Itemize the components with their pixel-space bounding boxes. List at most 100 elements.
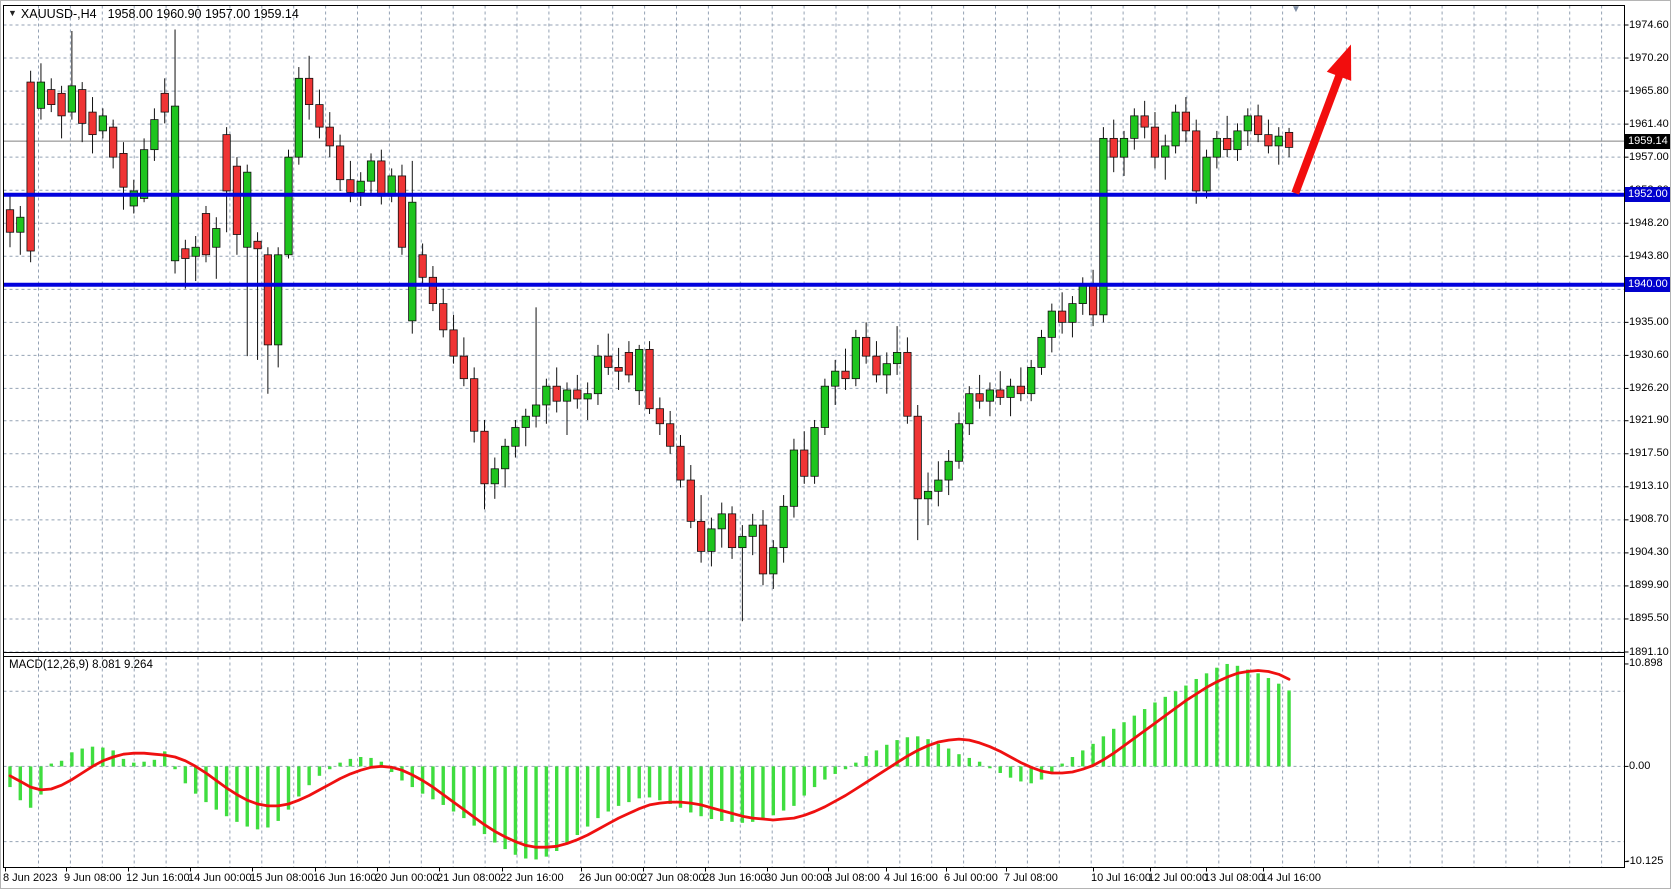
bear-candle[interactable] (1109, 137, 1118, 158)
bear-candle[interactable] (222, 134, 231, 192)
bear-candle[interactable] (872, 355, 881, 376)
bull-candle[interactable] (531, 404, 541, 417)
bull-candle[interactable] (944, 460, 953, 481)
bear-candle[interactable] (975, 393, 984, 402)
bull-candle[interactable] (408, 201, 417, 322)
bear-candle[interactable] (1150, 126, 1160, 158)
bear-candle[interactable] (428, 276, 438, 304)
bull-candle[interactable] (1068, 303, 1077, 323)
bear-candle[interactable] (903, 351, 912, 417)
bull-candle[interactable] (1274, 135, 1283, 147)
bull-candle[interactable] (985, 389, 995, 402)
bear-candle[interactable] (47, 89, 56, 105)
bull-candle[interactable] (284, 156, 293, 256)
bull-candle[interactable] (212, 228, 221, 248)
bull-candle[interactable] (1119, 137, 1129, 158)
bull-candle[interactable] (738, 535, 747, 549)
bull-candle[interactable] (356, 180, 365, 193)
bear-candle[interactable] (78, 89, 87, 124)
bull-candle[interactable] (1212, 137, 1221, 158)
bear-candle[interactable] (232, 165, 242, 235)
bull-candle[interactable] (1047, 310, 1056, 338)
bear-candle[interactable] (5, 209, 15, 233)
bull-candle[interactable] (820, 385, 829, 428)
bear-candle[interactable] (1058, 310, 1067, 323)
bull-candle[interactable] (769, 547, 778, 575)
bear-candle[interactable] (459, 355, 468, 380)
bull-candle[interactable] (501, 445, 510, 470)
bear-candle[interactable] (676, 445, 685, 481)
bear-candle[interactable] (1192, 130, 1201, 192)
bear-candle[interactable] (996, 389, 1005, 398)
bear-candle[interactable] (377, 160, 386, 197)
bear-candle[interactable] (253, 240, 262, 250)
chevron-down-icon[interactable]: ▼ (8, 8, 17, 18)
bear-candle[interactable] (573, 389, 582, 400)
bear-candle[interactable] (1284, 131, 1294, 148)
bull-candle[interactable] (191, 246, 200, 257)
bull-candle[interactable] (593, 355, 603, 395)
bull-candle[interactable] (717, 513, 726, 530)
bull-candle[interactable] (635, 348, 644, 392)
bull-candle[interactable] (36, 81, 46, 109)
bull-candle[interactable] (1027, 367, 1036, 395)
bear-candle[interactable] (1088, 284, 1098, 316)
bear-candle[interactable] (57, 92, 66, 117)
bear-candle[interactable] (160, 92, 169, 113)
bull-candle[interactable] (954, 423, 964, 462)
bull-candle[interactable] (1171, 111, 1180, 147)
bear-candle[interactable] (397, 175, 407, 248)
bull-candle[interactable] (1233, 130, 1242, 151)
bear-candle[interactable] (552, 385, 561, 402)
bear-candle[interactable] (727, 513, 737, 549)
bear-candle[interactable] (201, 213, 211, 256)
bull-candle[interactable] (511, 427, 520, 447)
bull-candle[interactable] (707, 528, 716, 552)
bull-candle[interactable] (1202, 156, 1211, 192)
bull-candle[interactable] (1099, 137, 1108, 316)
bull-candle[interactable] (243, 171, 252, 248)
bear-candle[interactable] (645, 348, 654, 410)
bull-candle[interactable] (1006, 385, 1015, 398)
bear-candle[interactable] (480, 430, 489, 485)
bull-candle[interactable] (1130, 115, 1139, 139)
bear-candle[interactable] (335, 145, 345, 181)
bull-candle[interactable] (542, 385, 551, 406)
bull-candle[interactable] (923, 490, 933, 500)
bull-candle[interactable] (521, 415, 530, 428)
bull-candle[interactable] (294, 77, 303, 158)
bear-candle[interactable] (470, 378, 479, 432)
bear-candle[interactable] (1181, 111, 1191, 132)
bull-candle[interactable] (562, 389, 572, 402)
bear-candle[interactable] (655, 408, 664, 425)
bear-candle[interactable] (862, 336, 871, 357)
bear-candle[interactable] (88, 111, 97, 136)
bear-candle[interactable] (325, 126, 334, 147)
bull-candle[interactable] (934, 479, 943, 492)
bull-candle[interactable] (1161, 145, 1170, 158)
bear-candle[interactable] (841, 370, 850, 380)
bull-candle[interactable] (779, 505, 788, 549)
bear-candle[interactable] (697, 520, 706, 552)
bear-candle[interactable] (1140, 115, 1149, 128)
bull-candle[interactable] (129, 190, 138, 207)
trend-arrow-annotation[interactable] (1291, 44, 1352, 195)
bear-candle[interactable] (624, 351, 634, 376)
bull-candle[interactable] (366, 160, 376, 182)
bull-candle[interactable] (789, 449, 799, 507)
bull-candle[interactable] (490, 468, 499, 485)
bull-candle[interactable] (1243, 115, 1252, 132)
bear-candle[interactable] (315, 104, 324, 128)
bear-candle[interactable] (181, 248, 190, 259)
bear-candle[interactable] (614, 367, 623, 372)
bear-candle[interactable] (913, 415, 922, 500)
bull-candle[interactable] (583, 393, 592, 400)
bull-candle[interactable] (274, 254, 283, 346)
bear-candle[interactable] (109, 126, 118, 158)
bull-candle[interactable] (851, 336, 860, 380)
bear-candle[interactable] (1264, 134, 1273, 147)
bear-candle[interactable] (305, 77, 314, 105)
bear-candle[interactable] (604, 355, 613, 368)
support-resistance-lines[interactable] (3, 192, 1625, 287)
bull-candle[interactable] (831, 370, 840, 387)
